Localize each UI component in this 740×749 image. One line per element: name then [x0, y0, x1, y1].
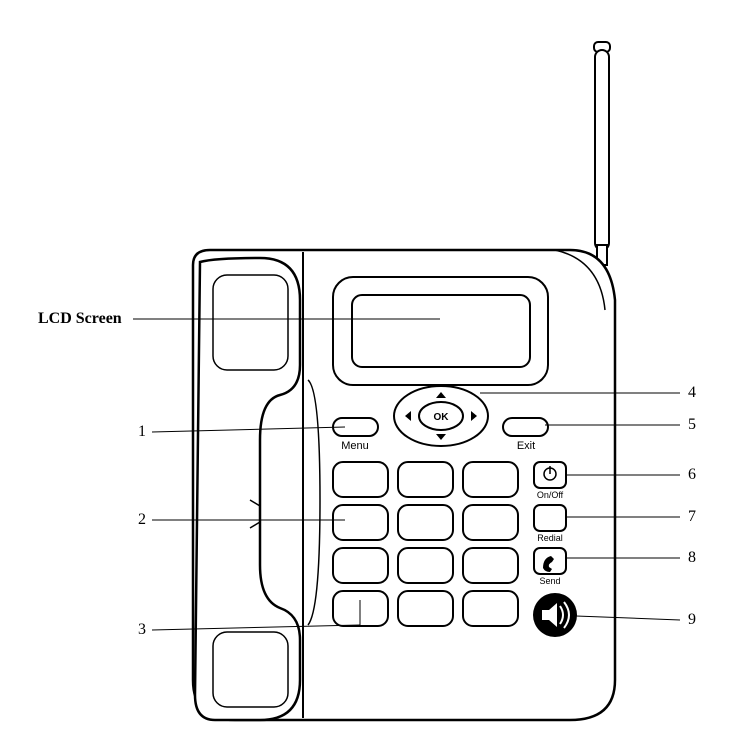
lcd-callout-label: LCD Screen: [38, 310, 122, 328]
redial-button[interactable]: [534, 505, 566, 531]
speaker-button[interactable]: [533, 593, 577, 637]
callout-4: 4: [688, 384, 696, 402]
key-4[interactable]: [333, 505, 388, 540]
callout-7: 7: [688, 508, 696, 526]
onoff-label: On/Off: [537, 490, 564, 500]
exit-label: Exit: [517, 440, 535, 452]
antenna: [594, 42, 610, 265]
phone-diagram: OK Menu Exit: [0, 0, 740, 744]
key-5[interactable]: [398, 505, 453, 540]
key-6[interactable]: [463, 505, 518, 540]
callout-2: 2: [138, 511, 146, 529]
lcd-screen: [352, 295, 530, 367]
key-2[interactable]: [398, 462, 453, 497]
send-label: Send: [539, 576, 560, 586]
menu-label: Menu: [341, 440, 369, 452]
nav-cluster: OK: [394, 386, 488, 446]
phone-svg: OK Menu Exit: [0, 0, 740, 744]
key-1[interactable]: [333, 462, 388, 497]
redial-label: Redial: [537, 533, 563, 543]
callout-5: 5: [688, 416, 696, 434]
callout-3: 3: [138, 621, 146, 639]
screen-housing: [333, 277, 548, 385]
key-3[interactable]: [463, 462, 518, 497]
exit-button[interactable]: [503, 418, 548, 436]
callout-8: 8: [688, 549, 696, 567]
power-button[interactable]: [534, 462, 566, 488]
ok-label: OK: [434, 412, 450, 423]
key-9[interactable]: [463, 548, 518, 583]
callout-6: 6: [688, 466, 696, 484]
callout-1: 1: [138, 423, 146, 441]
key-0[interactable]: [398, 591, 453, 626]
key-7[interactable]: [333, 548, 388, 583]
callout-9: 9: [688, 611, 696, 629]
key-hash[interactable]: [463, 591, 518, 626]
key-8[interactable]: [398, 548, 453, 583]
